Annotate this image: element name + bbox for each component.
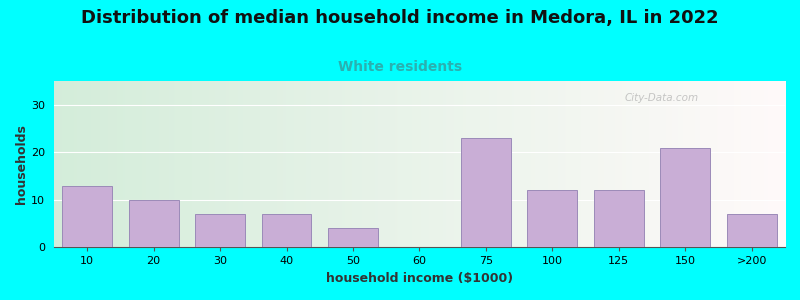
Bar	[594, 190, 644, 248]
Bar	[195, 214, 245, 248]
Bar	[527, 190, 578, 248]
X-axis label: household income ($1000): household income ($1000)	[326, 272, 513, 285]
Text: Distribution of median household income in Medora, IL in 2022: Distribution of median household income …	[81, 9, 719, 27]
Bar	[262, 214, 311, 248]
Bar	[328, 228, 378, 248]
Bar	[129, 200, 178, 248]
Bar	[62, 186, 112, 247]
Y-axis label: households: households	[15, 124, 28, 204]
Text: City-Data.com: City-Data.com	[624, 93, 698, 103]
Bar	[461, 138, 511, 248]
Text: White residents: White residents	[338, 60, 462, 74]
Bar	[727, 214, 777, 248]
Bar	[660, 148, 710, 248]
